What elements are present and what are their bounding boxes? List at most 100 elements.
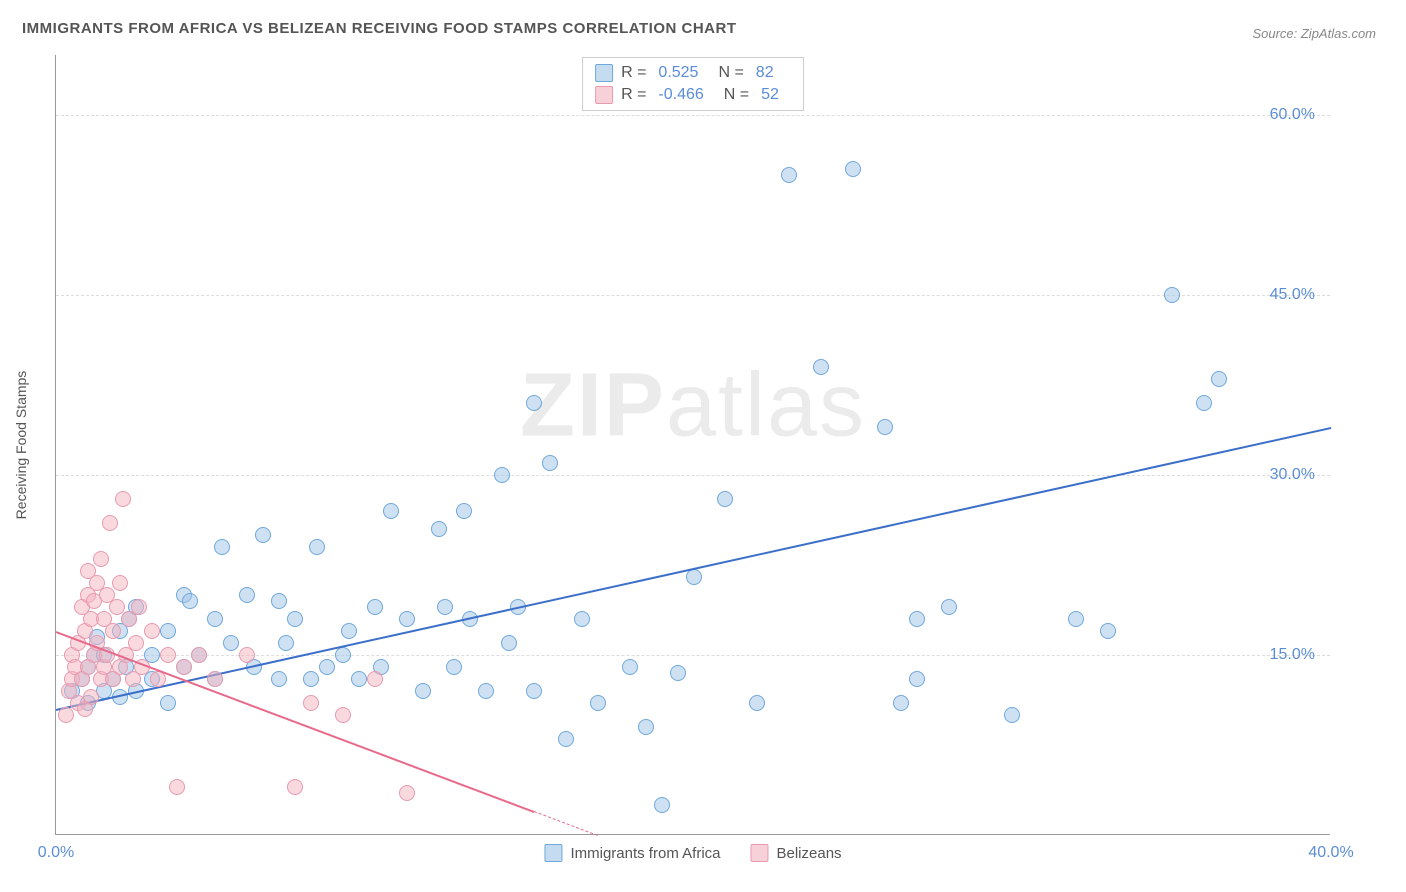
trend-line-extrapolated [534,811,598,836]
data-point [501,635,517,651]
data-point [271,593,287,609]
y-tick-label: 30.0% [1270,466,1315,484]
data-point [182,593,198,609]
data-point [526,683,542,699]
data-point [176,659,192,675]
data-point [941,599,957,615]
legend-item: Immigrants from Africa [544,844,720,862]
data-point [670,665,686,681]
data-point [319,659,335,675]
y-tick-label: 15.0% [1270,646,1315,664]
data-point [160,623,176,639]
gridline [56,115,1330,116]
data-point [223,635,239,651]
gridline [56,475,1330,476]
data-point [105,623,121,639]
data-point [239,647,255,663]
data-point [717,491,733,507]
r-value: 0.525 [658,64,698,82]
r-label: R = [621,64,646,82]
data-point [77,701,93,717]
data-point [287,779,303,795]
data-point [1164,287,1180,303]
data-point [341,623,357,639]
data-point [638,719,654,735]
data-point [494,467,510,483]
data-point [102,515,118,531]
data-point [749,695,765,711]
data-point [207,671,223,687]
data-point [131,599,147,615]
data-point [1100,623,1116,639]
n-value: 52 [761,86,779,104]
data-point [431,521,447,537]
y-axis-label: Receiving Food Stamps [13,370,29,519]
data-point [845,161,861,177]
data-point [1211,371,1227,387]
legend-label: Belizeans [776,845,841,862]
legend-swatch [544,844,562,862]
data-point [526,395,542,411]
data-point [214,539,230,555]
data-point [287,611,303,627]
n-label: N = [718,64,743,82]
n-value: 82 [756,64,774,82]
data-point [112,575,128,591]
data-point [542,455,558,471]
data-point [109,599,125,615]
data-point [128,635,144,651]
legend-correlation: R = 0.525 N = 82 R = -0.466 N = 52 [582,57,804,111]
data-point [893,695,909,711]
trend-line [56,427,1331,711]
data-point [160,695,176,711]
source-attribution: Source: ZipAtlas.com [1252,26,1376,41]
x-tick-label: 40.0% [1308,844,1353,862]
data-point [335,707,351,723]
n-label: N = [724,86,749,104]
data-point [335,647,351,663]
data-point [271,671,287,687]
data-point [781,167,797,183]
data-point [367,599,383,615]
data-point [93,551,109,567]
data-point [303,671,319,687]
data-point [191,647,207,663]
data-point [115,491,131,507]
data-point [1196,395,1212,411]
data-point [399,611,415,627]
y-tick-label: 45.0% [1270,286,1315,304]
data-point [351,671,367,687]
legend-item: Belizeans [750,844,841,862]
r-value: -0.466 [658,86,703,104]
data-point [160,647,176,663]
data-point [478,683,494,699]
data-point [877,419,893,435]
data-point [590,695,606,711]
data-point [1068,611,1084,627]
legend-swatch [595,64,613,82]
data-point [574,611,590,627]
data-point [558,731,574,747]
r-label: R = [621,86,646,104]
data-point [446,659,462,675]
data-point [367,671,383,687]
data-point [654,797,670,813]
data-point [303,695,319,711]
data-point [207,611,223,627]
data-point [1004,707,1020,723]
data-point [909,611,925,627]
data-point [686,569,702,585]
legend-row: R = -0.466 N = 52 [595,84,791,106]
data-point [456,503,472,519]
data-point [383,503,399,519]
legend-row: R = 0.525 N = 82 [595,62,791,84]
data-point [415,683,431,699]
y-tick-label: 60.0% [1270,106,1315,124]
data-point [622,659,638,675]
data-point [278,635,294,651]
plot-area: Receiving Food Stamps ZIPatlas R =0.525N… [55,55,1330,835]
chart-title: IMMIGRANTS FROM AFRICA VS BELIZEAN RECEI… [22,20,737,37]
data-point [399,785,415,801]
data-point [309,539,325,555]
legend-series: Immigrants from Africa Belizeans [544,844,841,862]
